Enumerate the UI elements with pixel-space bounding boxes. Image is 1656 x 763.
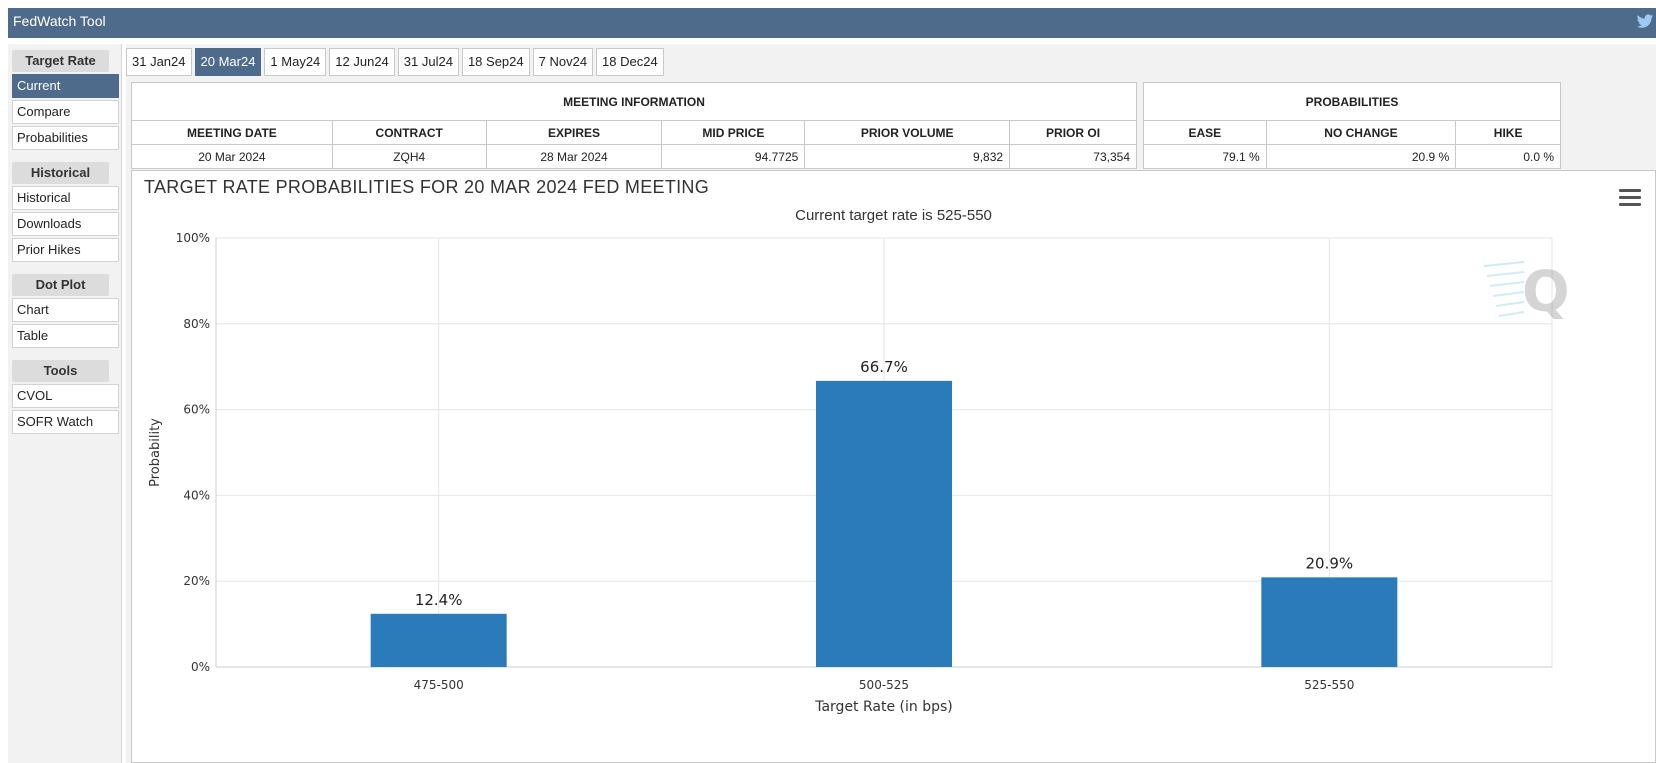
col-ease: EASE: [1143, 120, 1267, 145]
probabilities-heading: PROBABILITIES: [1143, 82, 1561, 121]
probabilities-table: PROBABILITIES EASE NO CHANGE HIKE 79.1 %…: [1143, 82, 1561, 169]
bar-chart: 0% 20% 40% 60% 80% 100% 12.4% 475-500 66.7% 500-5…: [148, 231, 1570, 715]
sidebar-group-target-rate: Target Rate: [12, 50, 109, 72]
sidebar-group-historical: Historical: [12, 162, 109, 184]
sidebar-item-current[interactable]: Current: [12, 74, 119, 98]
tab-31-jan24[interactable]: 31 Jan24: [126, 48, 192, 76]
tab-20-mar24[interactable]: 20 Mar24: [194, 48, 262, 76]
sidebar-item-historical[interactable]: Historical: [12, 186, 119, 210]
table-row: 79.1 % 20.9 % 0.0 %: [1143, 144, 1561, 169]
sidebar-item-probabilities[interactable]: Probabilities: [12, 126, 119, 150]
cell-contract: ZQH4: [331, 144, 487, 169]
hamburger-menu-icon[interactable]: [1619, 189, 1641, 207]
bar-500-525: [816, 380, 952, 667]
sidebar-item-compare[interactable]: Compare: [12, 100, 119, 124]
bar-475-500: [370, 613, 507, 667]
meeting-information-heading: MEETING INFORMATION: [131, 82, 1137, 121]
app-header: FedWatch Tool: [8, 8, 1656, 38]
main-panel: 31 Jan24 20 Mar24 1 May24 12 Jun24 31 Ju…: [126, 44, 1656, 763]
cell-ease: 79.1 %: [1143, 144, 1267, 169]
col-no-change: NO CHANGE: [1265, 120, 1457, 145]
y-axis-title: Probability: [148, 418, 163, 487]
x-tick-label: 525-550: [1304, 678, 1354, 692]
tab-18-sep24[interactable]: 18 Sep24: [461, 48, 530, 76]
x-tick-label: 475-500: [414, 678, 464, 692]
svg-text:Q: Q: [1522, 260, 1570, 325]
x-axis-title: Target Rate (in bps): [814, 699, 953, 715]
bar-525-550: [1261, 577, 1398, 667]
cell-meeting-date: 20 Mar 2024: [131, 144, 333, 169]
x-tick-label: 500-525: [859, 678, 909, 692]
tab-18-dec24[interactable]: 18 Dec24: [596, 48, 664, 76]
sidebar-item-cvol[interactable]: CVOL: [12, 384, 119, 408]
sidebar-group-dot-plot: Dot Plot: [12, 274, 109, 296]
chart-title: TARGET RATE PROBABILITIES FOR 20 MAR 202…: [144, 177, 710, 197]
y-tick-label: 60%: [183, 403, 210, 417]
sidebar-item-chart[interactable]: Chart: [12, 298, 119, 322]
y-tick-label: 0%: [191, 660, 210, 674]
chart-container: 0% 20% 40% 60% 80% 100% 12.4% 475-500 66.7% 500-5…: [131, 170, 1656, 763]
twitter-icon[interactable]: [1636, 12, 1654, 30]
tab-7-nov24[interactable]: 7 Nov24: [532, 48, 594, 76]
cell-mid-price: 94.7725: [661, 144, 806, 169]
col-contract: CONTRACT: [331, 120, 487, 145]
sidebar-item-prior-hikes[interactable]: Prior Hikes: [12, 238, 119, 262]
cell-expires: 28 Mar 2024: [485, 144, 663, 169]
data-label: 20.9%: [1306, 554, 1354, 572]
tab-12-jun24[interactable]: 12 Jun24: [329, 48, 395, 76]
cell-no-change: 20.9 %: [1265, 144, 1457, 169]
y-tick-label: 40%: [183, 488, 210, 502]
sidebar-item-downloads[interactable]: Downloads: [12, 212, 119, 236]
col-expires: EXPIRES: [485, 120, 663, 145]
y-tick-label: 100%: [176, 231, 210, 245]
cell-prior-volume: 9,832: [804, 144, 1011, 169]
chart-subtitle: Current target rate is 525-550: [795, 207, 992, 224]
tab-31-jul24[interactable]: 31 Jul24: [397, 48, 459, 76]
col-meeting-date: MEETING DATE: [131, 120, 333, 145]
y-tick-label: 20%: [183, 574, 210, 588]
col-hike: HIKE: [1455, 120, 1561, 145]
sidebar: Target Rate Current Compare Probabilitie…: [8, 44, 122, 763]
data-label: 66.7%: [860, 358, 908, 376]
sidebar-item-table[interactable]: Table: [12, 324, 119, 348]
cell-hike: 0.0 %: [1455, 144, 1561, 169]
col-prior-oi: PRIOR OI: [1009, 120, 1137, 145]
sidebar-item-sofr-watch[interactable]: SOFR Watch: [12, 410, 119, 434]
app-title: FedWatch Tool: [13, 13, 106, 29]
sidebar-group-tools: Tools: [12, 360, 109, 382]
table-row: 20 Mar 2024 ZQH4 28 Mar 2024 94.7725 9,8…: [131, 144, 1137, 169]
q-logo-watermark: Q: [1483, 260, 1570, 325]
meeting-information-table: MEETING INFORMATION MEETING DATE CONTRAC…: [131, 82, 1137, 169]
col-mid-price: MID PRICE: [661, 120, 806, 145]
meeting-tabs: 31 Jan24 20 Mar24 1 May24 12 Jun24 31 Ju…: [126, 48, 667, 78]
tab-1-may24[interactable]: 1 May24: [264, 48, 327, 76]
data-label: 12.4%: [415, 591, 463, 609]
col-prior-volume: PRIOR VOLUME: [804, 120, 1011, 145]
y-tick-label: 80%: [183, 317, 210, 331]
cell-prior-oi: 73,354: [1009, 144, 1137, 169]
